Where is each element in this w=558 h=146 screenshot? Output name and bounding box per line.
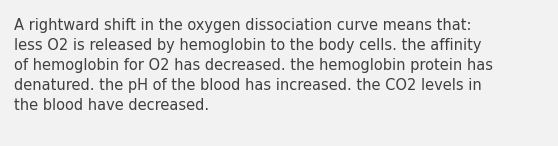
Text: A rightward shift in the oxygen dissociation curve means that:
less O2 is releas: A rightward shift in the oxygen dissocia… — [14, 18, 493, 113]
